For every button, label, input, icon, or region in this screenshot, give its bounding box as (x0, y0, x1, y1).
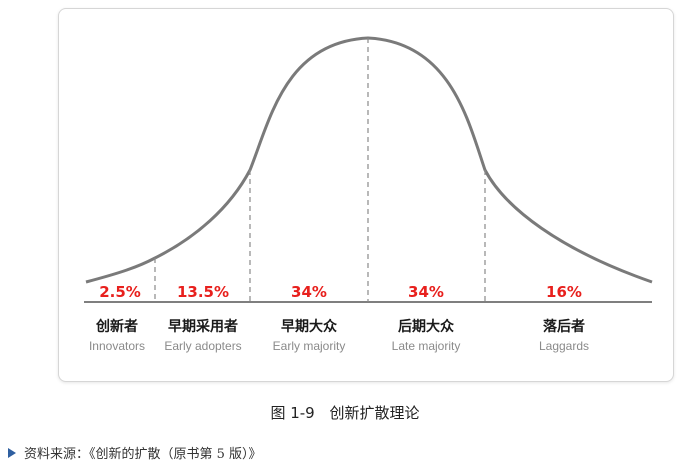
figure-caption: 图 1-9 创新扩散理论 (0, 402, 690, 423)
percent-early-adopters: 13.5% (177, 283, 229, 301)
label-en-late-majority: Late majority (392, 339, 461, 353)
figure-number: 图 1-9 (270, 404, 315, 422)
diagram-card (58, 8, 674, 382)
diffusion-curve-diagram: 2.5% 创新者 Innovators 13.5% 早期采用者 Early ad… (84, 36, 653, 353)
percent-innovators: 2.5% (99, 283, 141, 301)
label-en-early-majority: Early majority (273, 339, 346, 353)
label-zh-laggards: 落后者 (543, 318, 585, 335)
source-text: 资料来源：《创新的扩散（原书第 5 版）》 (24, 447, 262, 462)
bell-curve (85, 36, 653, 284)
source-note: 资料来源：《创新的扩散（原书第 5 版）》 (8, 443, 262, 462)
label-en-innovators: Innovators (89, 339, 145, 353)
label-zh-early-adopters: 早期采用者 (168, 318, 238, 335)
label-zh-early-majority: 早期大众 (281, 318, 337, 335)
percent-laggards: 16% (546, 283, 582, 301)
label-zh-innovators: 创新者 (95, 318, 138, 335)
label-en-laggards: Laggards (539, 339, 589, 353)
percent-early-majority: 34% (291, 283, 327, 301)
triangle-bullet-icon (8, 447, 16, 458)
label-zh-late-majority: 后期大众 (398, 318, 454, 335)
figure-title: 创新扩散理论 (329, 404, 420, 422)
percent-late-majority: 34% (408, 283, 444, 301)
label-en-early-adopters: Early adopters (164, 339, 241, 353)
